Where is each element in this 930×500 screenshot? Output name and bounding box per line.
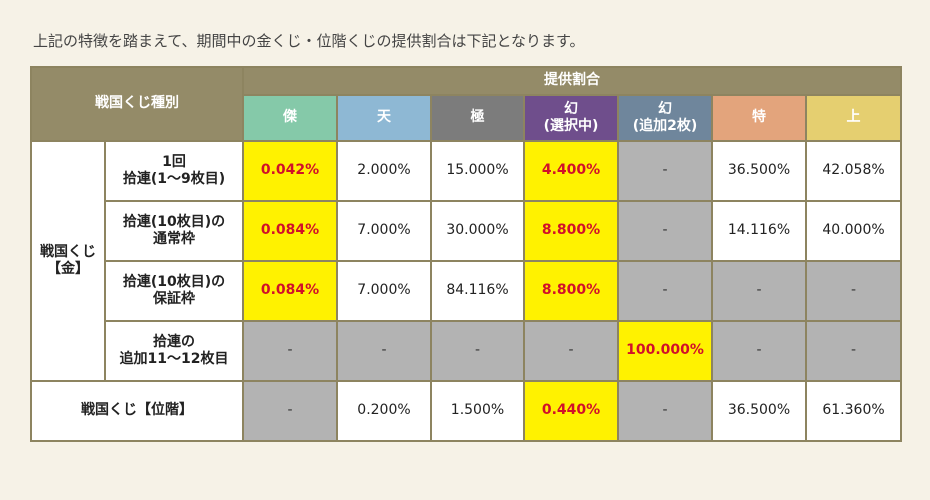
- row-label: 拾連(10枚目)の 保証枠: [104, 260, 244, 322]
- rate-header: 提供割合: [241, 66, 903, 96]
- rate-cell: -: [617, 200, 713, 262]
- rate-cell: 8.800%: [523, 200, 619, 262]
- rank-header-3: 幻 (選択中): [523, 94, 619, 142]
- rate-cell: -: [242, 320, 338, 382]
- table-row: 拾連の 追加11〜12枚目 - - - -100.000% - -: [31, 320, 903, 382]
- rate-cell: -: [617, 260, 713, 322]
- rate-cell: -: [523, 320, 619, 382]
- rate-cell: 0.440%: [523, 380, 619, 442]
- row-label: 拾連の 追加11〜12枚目: [104, 320, 244, 382]
- rate-cell: -: [711, 260, 807, 322]
- rate-cell: 0.200%: [336, 380, 432, 442]
- rate-cell: 7.000%: [336, 260, 432, 322]
- rate-cell: 36.500%: [711, 140, 807, 202]
- rate-cell: 8.800%: [523, 260, 619, 322]
- rate-cell: -: [804, 320, 903, 382]
- rate-cell: 0.042%: [242, 140, 338, 202]
- row-label: 拾連(10枚目)の 通常枠: [104, 200, 244, 262]
- rank-header-5: 特: [711, 94, 807, 142]
- rate-cell: 84.116%: [430, 260, 525, 322]
- row-label: 1回 拾連(1〜9枚目): [104, 140, 244, 202]
- rate-cell: 61.360%: [804, 380, 903, 442]
- rank-header-4: 幻 (追加2枚): [617, 94, 713, 142]
- rate-cell: 2.000%: [336, 140, 432, 202]
- rate-cell: -: [617, 140, 713, 202]
- rank-header-0: 傑: [242, 94, 338, 142]
- rate-cell: -: [430, 320, 525, 382]
- rate-cell: -: [336, 320, 432, 382]
- table-row: 戦国くじ 【金】 1回 拾連(1〜9枚目) 0.042% 2.000% 15.000% 4.4…: [30, 140, 903, 382]
- rate-cell: -: [617, 380, 713, 442]
- table-row: 拾連(10枚目)の 保証枠 0.084% 7.000% 84.116% 8.800% - - -: [31, 260, 903, 322]
- rate-cell: 36.500%: [711, 380, 807, 442]
- rank-header-6: 上: [804, 94, 903, 142]
- rate-cell: -: [804, 260, 903, 322]
- rate-cell: 1.500%: [430, 380, 525, 442]
- rate-cell: 100.000%: [617, 320, 713, 382]
- table-row: 拾連(10枚目)の 通常枠 0.084% 7.000% 30.000% 8.800% -14…: [31, 200, 903, 262]
- rate-cell: -: [711, 320, 807, 382]
- rank-header-2: 極: [430, 94, 525, 142]
- rate-cell: 0.084%: [242, 260, 338, 322]
- rate-cell: 7.000%: [336, 200, 432, 262]
- gold-lottery-label: 戦国くじ 【金】: [30, 140, 106, 382]
- rate-cell: 42.058%: [804, 140, 903, 202]
- table-row: 戦国くじ【位階】 -0.200% 1.500% 0.440% -36.500% 61.36…: [30, 380, 903, 442]
- rate-cell: -: [242, 380, 338, 442]
- rate-table: 戦国くじ種別 提供割合 傑天極幻 (選択中) 幻 (追加2枚) 特上 戦国くじ 【金】 1回…: [30, 66, 903, 442]
- rate-cell: 15.000%: [430, 140, 525, 202]
- intro-text: 上記の特徴を踏まえて、期間中の金くじ・位階くじの提供割合は下記となります。: [33, 32, 585, 50]
- rank-lottery-label: 戦国くじ【位階】: [30, 380, 244, 442]
- rate-cell: 14.116%: [711, 200, 807, 262]
- rate-cell: 0.084%: [242, 200, 338, 262]
- rank-header-1: 天: [336, 94, 432, 142]
- type-header: 戦国くじ種別: [30, 66, 244, 142]
- rate-cell: 4.400%: [523, 140, 619, 202]
- rate-cell: 30.000%: [430, 200, 525, 262]
- rate-cell: 40.000%: [804, 200, 903, 262]
